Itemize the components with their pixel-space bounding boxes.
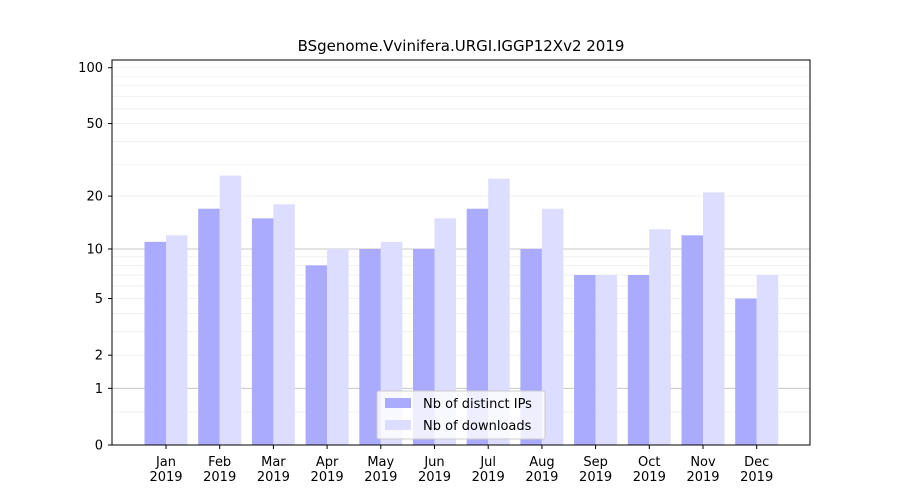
x-tick-label: May 2019 xyxy=(364,455,397,485)
x-tick-label: Mar 2019 xyxy=(257,455,290,485)
x-tick-label: Nov 2019 xyxy=(686,455,719,485)
bar-downloads xyxy=(488,178,510,445)
bar-distinct-ips xyxy=(198,208,220,445)
bar-downloads xyxy=(219,175,242,445)
bar-distinct-ips xyxy=(144,241,166,445)
bar-distinct-ips xyxy=(681,235,703,445)
bar-distinct-ips xyxy=(251,218,274,445)
bar-distinct-ips xyxy=(359,248,381,445)
bar-distinct-ips xyxy=(735,298,757,445)
x-tick-label: Apr 2019 xyxy=(311,455,344,485)
x-axis: Jan 2019 Feb 2019 Mar 2019 Apr 2019 May 2019 Jun 20… xyxy=(149,445,773,485)
y-tick-label: 2 xyxy=(95,349,103,364)
bar-distinct-ips xyxy=(466,208,489,445)
bar-distinct-ips xyxy=(627,275,650,445)
x-tick-label: Oct 2019 xyxy=(633,455,666,485)
bar-downloads xyxy=(327,248,349,445)
bar-downloads xyxy=(166,235,188,445)
bar-downloads xyxy=(273,204,295,445)
x-tick-label: Feb 2019 xyxy=(203,455,236,485)
bar-downloads xyxy=(541,208,564,445)
y-tick-label: 20 xyxy=(86,190,103,205)
y-tick-label: 10 xyxy=(86,242,103,257)
legend: Nb of distinct IPs Nb of downloads xyxy=(376,390,546,440)
bar-downloads xyxy=(756,275,779,445)
legend-swatch-downloads xyxy=(385,420,411,430)
bar-distinct-ips xyxy=(574,275,596,445)
x-tick-label: Aug 2019 xyxy=(525,455,558,485)
x-tick-label: Jul 2019 xyxy=(472,455,505,485)
chart-title: BSgenome.Vvinifera.URGI.IGGP12Xv2 2019 xyxy=(298,37,625,55)
x-tick-label: Sep 2019 xyxy=(579,455,612,485)
legend-swatch-distinct-ips xyxy=(385,398,411,408)
y-axis: 0 1 2 5 10 20 50 100 xyxy=(78,61,112,454)
y-tick-label: 100 xyxy=(78,61,103,76)
y-tick-label: 0 xyxy=(95,439,103,454)
bar-downloads xyxy=(703,192,725,445)
x-tick-label: Dec 2019 xyxy=(740,455,773,485)
y-tick-label: 50 xyxy=(86,117,103,132)
bar-downloads xyxy=(595,275,618,445)
x-tick-label: Jun 2019 xyxy=(418,455,451,485)
bar-distinct-ips xyxy=(305,265,328,445)
x-tick-label: Jan 2019 xyxy=(149,455,182,485)
plot-frame xyxy=(111,59,811,446)
bar-downloads xyxy=(649,229,671,445)
y-tick-label: 5 xyxy=(95,292,103,307)
legend-label-downloads: Nb of downloads xyxy=(423,419,532,434)
y-tick-label: 1 xyxy=(95,382,103,397)
legend-frame xyxy=(376,390,546,440)
bar-downloads xyxy=(434,218,456,445)
legend-label-distinct-ips: Nb of distinct IPs xyxy=(423,397,532,412)
